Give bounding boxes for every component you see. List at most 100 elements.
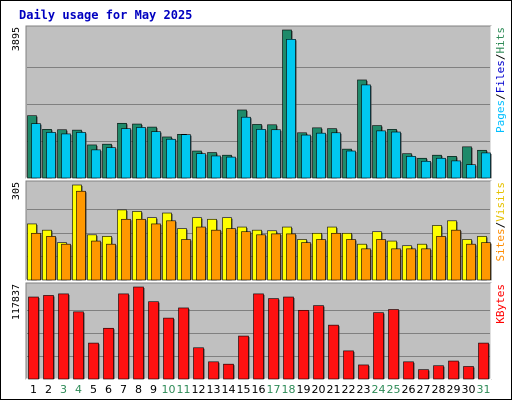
- bar-files-day-3: [61, 133, 71, 179]
- bar-files-day-2: [46, 132, 56, 179]
- bar-kbytes-day-21: [328, 324, 339, 380]
- x-tick-label-day-29: 29: [447, 383, 461, 396]
- bar-sites-day-25: [391, 248, 401, 281]
- bar-kbytes-day-24: [373, 312, 384, 380]
- bar-sites-day-15: [241, 231, 251, 281]
- legend-part-visits: Visits: [494, 182, 507, 222]
- bar-kbytes-day-28: [433, 365, 444, 380]
- bar-files-day-14: [226, 156, 236, 179]
- bar-sites-day-8: [136, 218, 146, 281]
- x-tick-label-day-28: 28: [432, 383, 446, 396]
- legend-part-separator: /: [494, 222, 507, 229]
- bar-kbytes-day-23: [358, 364, 369, 380]
- bar-kbytes-day-6: [103, 327, 114, 380]
- x-tick-label-day-11: 11: [177, 383, 191, 396]
- bar-kbytes-day-9: [148, 301, 159, 380]
- bar-files-day-12: [196, 153, 206, 179]
- bar-sites-day-18: [286, 233, 296, 281]
- x-tick-label-day-15: 15: [237, 383, 251, 396]
- bar-files-day-27: [421, 160, 431, 179]
- bar-kbytes-day-3: [58, 293, 69, 380]
- bar-sites-day-27: [421, 248, 431, 281]
- bar-files-day-31: [481, 152, 491, 179]
- bar-sites-day-20: [316, 239, 326, 281]
- x-tick-label-day-23: 23: [357, 383, 371, 396]
- panel-top-legend-label: Pages/Files/Hits: [494, 27, 507, 133]
- bar-kbytes-day-1: [28, 296, 39, 380]
- x-tick-label-day-6: 6: [105, 383, 112, 396]
- bar-kbytes-day-11: [178, 307, 189, 380]
- bar-files-day-8: [136, 127, 146, 179]
- panel-top-ymax-label: 3895: [11, 27, 22, 51]
- bar-files-day-28: [436, 157, 446, 179]
- bar-files-day-17: [271, 129, 281, 179]
- bar-kbytes-day-2: [43, 295, 54, 380]
- x-tick-label-day-8: 8: [135, 383, 142, 396]
- bar-sites-day-6: [106, 243, 116, 281]
- bar-sites-day-24: [376, 239, 386, 281]
- bar-files-day-6: [106, 147, 116, 179]
- bar-sites-day-30: [466, 243, 476, 281]
- x-tick-label-day-19: 19: [297, 383, 311, 396]
- x-tick-label-day-25: 25: [387, 383, 401, 396]
- bar-kbytes-day-25: [388, 309, 399, 380]
- panel-bottom-ymax-label: 117837: [11, 284, 22, 320]
- bar-sites-day-16: [256, 234, 266, 281]
- bar-sites-day-2: [46, 236, 56, 281]
- x-tick-label-day-12: 12: [192, 383, 206, 396]
- bar-files-day-19: [301, 134, 311, 179]
- bar-kbytes-day-29: [448, 360, 459, 380]
- bar-files-day-10: [166, 138, 176, 179]
- x-tick-label-day-1: 1: [30, 383, 37, 396]
- bar-files-day-4: [76, 132, 86, 179]
- bar-sites-day-29: [451, 229, 461, 281]
- x-tick-label-day-16: 16: [252, 383, 266, 396]
- x-tick-label-day-27: 27: [417, 383, 431, 396]
- x-tick-label-day-24: 24: [372, 383, 386, 396]
- bar-sites-day-22: [346, 239, 356, 281]
- bar-kbytes-day-16: [253, 293, 264, 380]
- bar-kbytes-day-22: [343, 350, 354, 380]
- x-tick-label-day-26: 26: [402, 383, 416, 396]
- bar-files-day-26: [406, 156, 416, 179]
- bar-kbytes-day-18: [283, 296, 294, 380]
- bar-files-day-16: [256, 129, 266, 179]
- bar-files-day-15: [241, 116, 251, 179]
- bar-files-day-21: [331, 132, 341, 179]
- x-tick-label-day-7: 7: [120, 383, 127, 396]
- bar-kbytes-day-7: [118, 293, 129, 380]
- bar-sites-day-13: [211, 229, 221, 281]
- bar-kbytes-day-20: [313, 305, 324, 380]
- bar-files-day-23: [361, 84, 371, 179]
- bar-sites-day-11: [181, 239, 191, 281]
- bar-kbytes-day-10: [163, 317, 174, 380]
- legend-part-hits: Hits: [494, 27, 507, 54]
- panel-bottom-legend-label: KBytes: [494, 284, 507, 324]
- bar-files-day-22: [346, 150, 356, 179]
- bar-sites-day-28: [436, 236, 446, 281]
- x-tick-label-day-14: 14: [222, 383, 236, 396]
- bar-sites-day-26: [406, 248, 416, 281]
- bar-files-day-11: [181, 134, 191, 179]
- x-tick-label-day-2: 2: [45, 383, 52, 396]
- chart-title: Daily usage for May 2025: [19, 8, 192, 22]
- legend-part-separator: /: [494, 93, 507, 100]
- bar-files-day-7: [121, 128, 131, 179]
- x-tick-label-day-18: 18: [282, 383, 296, 396]
- bar-kbytes-day-13: [208, 361, 219, 380]
- bar-kbytes-day-30: [463, 366, 474, 380]
- x-tick-label-day-21: 21: [327, 383, 341, 396]
- bar-sites-day-5: [91, 240, 101, 281]
- bar-kbytes-day-4: [73, 311, 84, 380]
- bar-files-day-30: [466, 164, 476, 179]
- bar-kbytes-day-15: [238, 335, 249, 380]
- bar-files-day-25: [391, 131, 401, 179]
- bar-kbytes-day-31: [478, 342, 489, 380]
- x-tick-label-day-20: 20: [312, 383, 326, 396]
- bar-sites-day-4: [76, 190, 86, 281]
- x-tick-label-day-5: 5: [90, 383, 97, 396]
- bar-sites-day-23: [361, 248, 371, 281]
- bar-kbytes-day-14: [223, 363, 234, 380]
